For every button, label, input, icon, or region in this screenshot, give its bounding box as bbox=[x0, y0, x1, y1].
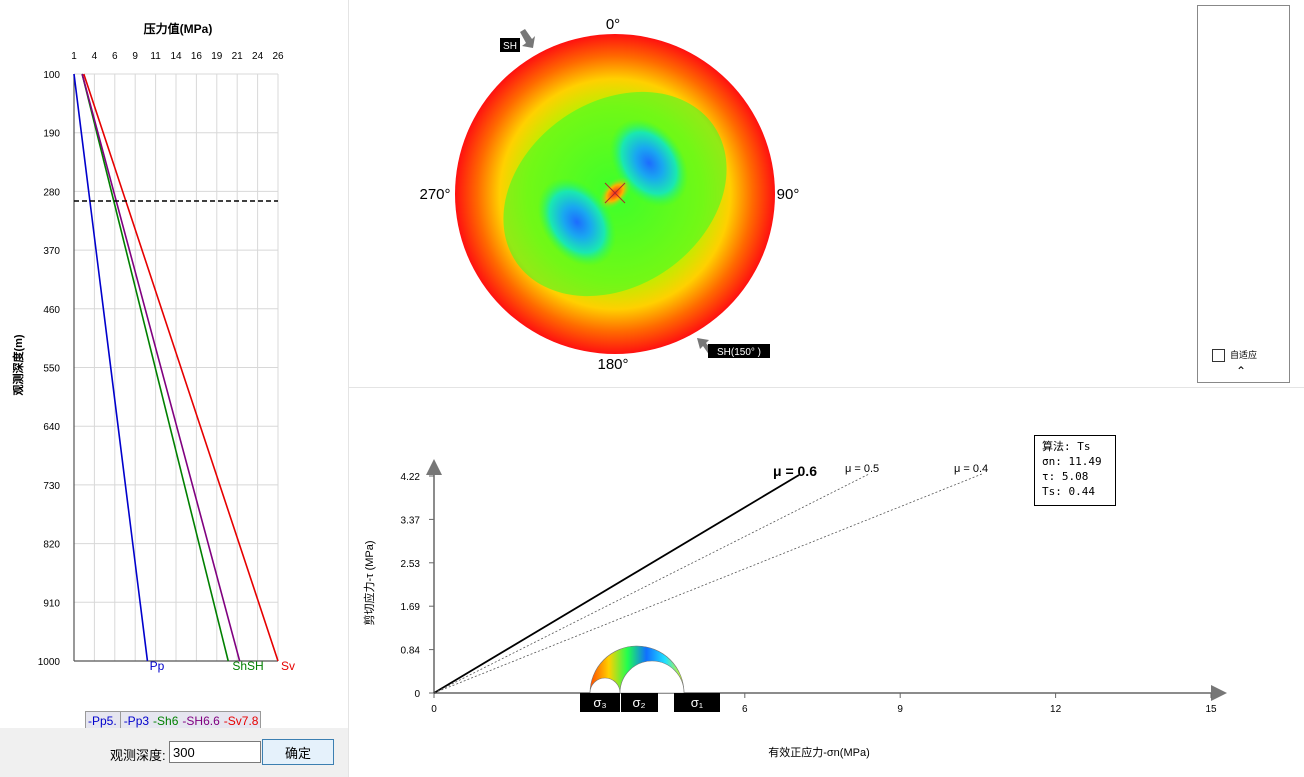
axis-ticks: 1 4 6 9 11 14 16 19 21 24 261001902803704605506407… bbox=[38, 51, 284, 668]
result-info-box: 算法: Ts σn: 11.49 τ: 5.08 Ts: 0.44 bbox=[1034, 435, 1116, 506]
y-tick-label: 280 bbox=[43, 187, 60, 198]
mohr-y-tick-label: 4.22 bbox=[401, 472, 421, 483]
sigma1-label: σ₁ bbox=[691, 695, 704, 710]
series-line-sh bbox=[81, 73, 230, 662]
series-line-sv bbox=[83, 73, 279, 662]
info-algorithm: 算法: Ts bbox=[1042, 440, 1091, 453]
x-tick-label: 11 bbox=[150, 51, 161, 62]
sigma3-label: σ₃ bbox=[593, 695, 606, 710]
label-90deg: 90° bbox=[777, 186, 800, 203]
friction-line-0.4 bbox=[433, 473, 983, 694]
mu-label-0.6: μ = 0.6 bbox=[773, 463, 817, 479]
label-sv: Sv bbox=[281, 659, 295, 673]
depth-label: 观测深度: bbox=[110, 748, 166, 763]
mohr-y-tick-label: 0 bbox=[414, 689, 420, 700]
label-pp: Pp bbox=[150, 659, 165, 673]
x-tick-label: 16 bbox=[191, 51, 203, 62]
colorbar-frame bbox=[1197, 5, 1290, 383]
sigma1-marker: σ₁ bbox=[674, 693, 720, 712]
legend-separator bbox=[119, 712, 121, 729]
mohr-y-tick-label: 3.37 bbox=[401, 515, 421, 526]
mohr-x-tick-label: 12 bbox=[1050, 704, 1062, 715]
legend-item-SH: -SH6.6 bbox=[182, 713, 220, 728]
mohr-y-label: 剪切应力-τ (MPa) bbox=[362, 540, 376, 625]
mohr-circle bbox=[589, 645, 685, 694]
x-tick-label: 6 bbox=[112, 51, 118, 62]
mu-label-0.4: μ = 0.4 bbox=[954, 463, 988, 475]
stereonet-panel: 0° 90° 180° 270° SH SH(150° ) Ts 0.40.32… bbox=[349, 0, 1304, 388]
sh-top-label: SH bbox=[503, 41, 517, 52]
y-tick-label: 1000 bbox=[38, 657, 61, 668]
mohr-y-tick-label: 0.84 bbox=[401, 646, 421, 657]
arrow-down-icon bbox=[520, 29, 535, 48]
x-tick-label: 4 bbox=[92, 51, 98, 62]
x-tick-label: 9 bbox=[132, 51, 138, 62]
sh-bottom-marker: SH(150° ) bbox=[697, 338, 770, 358]
series-legend: -Pp5. -Pp3 -Sh6 -SH6.6 -Sv7.8 bbox=[85, 711, 262, 730]
pressure-lines bbox=[73, 73, 279, 662]
x-tick-label: 1 bbox=[71, 51, 77, 62]
x-tick-label: 14 bbox=[170, 51, 182, 62]
mu-label-0.5: μ = 0.5 bbox=[845, 463, 879, 475]
depth-input[interactable] bbox=[169, 741, 261, 763]
label-shsh: ShSH bbox=[232, 659, 263, 673]
series-line-pp bbox=[73, 73, 149, 662]
sigma3-marker: σ₃ bbox=[580, 693, 620, 712]
sigma2-label: σ₂ bbox=[632, 695, 645, 710]
depth-pressure-panel: 压力值(MPa) 观测深度(m) 1 4 6 9 11 14 16 19 21 24 26 100 19… bbox=[0, 0, 349, 777]
y-tick-label: 100 bbox=[43, 70, 60, 81]
y-tick-label: 190 bbox=[43, 129, 60, 140]
y-tick-label: 460 bbox=[43, 305, 60, 316]
mohr-x-label: 有效正应力-σn(MPa) bbox=[768, 745, 870, 759]
sh-top-marker: SH bbox=[500, 29, 535, 52]
y-tick-label: 550 bbox=[43, 364, 60, 375]
stereonet-plot: 0° 90° 180° 270° SH SH(150° ) Ts 0.40.32… bbox=[419, 13, 1276, 373]
label-270deg: 270° bbox=[419, 186, 450, 203]
info-tau: τ: 5.08 bbox=[1042, 470, 1089, 483]
mohr-circle-panel: 0369121500.841.692.533.374.22 有效正应力-σn(M… bbox=[349, 388, 1304, 777]
legend-item-sh: -Sh6 bbox=[153, 713, 179, 728]
x-axis-arrow-icon bbox=[1211, 685, 1227, 701]
mohr-x-tick-label: 9 bbox=[897, 704, 903, 715]
depth-pressure-chart: 压力值(MPa) 观测深度(m) 1 4 6 9 11 14 16 19 21 24 2610019… bbox=[11, 21, 295, 673]
y-tick-label: 910 bbox=[43, 598, 60, 609]
chevron-up-icon[interactable]: ⌃ bbox=[1236, 364, 1247, 378]
label-0deg: 0° bbox=[606, 16, 620, 33]
mohr-x-tick-label: 0 bbox=[431, 704, 437, 715]
mohr-x-tick-label: 6 bbox=[742, 704, 748, 715]
legend-item-pp3: -Pp3 bbox=[123, 713, 150, 728]
legend-item-sv: -Sv7.8 bbox=[223, 713, 259, 728]
y-axis-label: 观测深度(m) bbox=[11, 334, 25, 395]
y-axis-arrow-icon bbox=[426, 459, 442, 475]
legend-item-pp5: -Pp5. bbox=[88, 713, 117, 728]
friction-line-0.5 bbox=[433, 473, 870, 694]
auto-scale-label: 自适应 bbox=[1230, 350, 1258, 360]
series-line-sh bbox=[81, 73, 241, 662]
y-tick-label: 640 bbox=[43, 422, 60, 433]
x-tick-label: 21 bbox=[232, 51, 244, 62]
mohr-circle-chart: 0369121500.841.692.533.374.22 有效正应力-σn(M… bbox=[362, 459, 1227, 759]
x-tick-label: 19 bbox=[211, 51, 223, 62]
info-sigma-n: σn: 11.49 bbox=[1042, 455, 1102, 468]
sigma2-marker: σ₂ bbox=[621, 693, 658, 712]
stereonet-disc bbox=[455, 34, 775, 354]
chart-title: 压力值(MPa) bbox=[144, 21, 213, 36]
y-tick-label: 370 bbox=[43, 246, 60, 257]
mohr-x-tick-label: 15 bbox=[1205, 704, 1217, 715]
y-tick-label: 820 bbox=[43, 540, 60, 551]
auto-scale-checkbox[interactable] bbox=[1212, 349, 1225, 362]
mohr-y-tick-label: 2.53 bbox=[401, 559, 421, 570]
x-tick-label: 26 bbox=[272, 51, 284, 62]
x-tick-label: 24 bbox=[252, 51, 264, 62]
sh-bottom-label: SH(150° ) bbox=[717, 347, 761, 358]
mohr-axis-ticks: 0369121500.841.692.533.374.22 bbox=[401, 472, 1217, 715]
info-ts: Ts: 0.44 bbox=[1042, 485, 1095, 498]
y-tick-label: 730 bbox=[43, 481, 60, 492]
friction-line-0.6 bbox=[433, 474, 800, 694]
confirm-button[interactable]: 确定 bbox=[262, 739, 334, 765]
label-180deg: 180° bbox=[597, 356, 628, 373]
mohr-y-tick-label: 1.69 bbox=[401, 602, 421, 613]
